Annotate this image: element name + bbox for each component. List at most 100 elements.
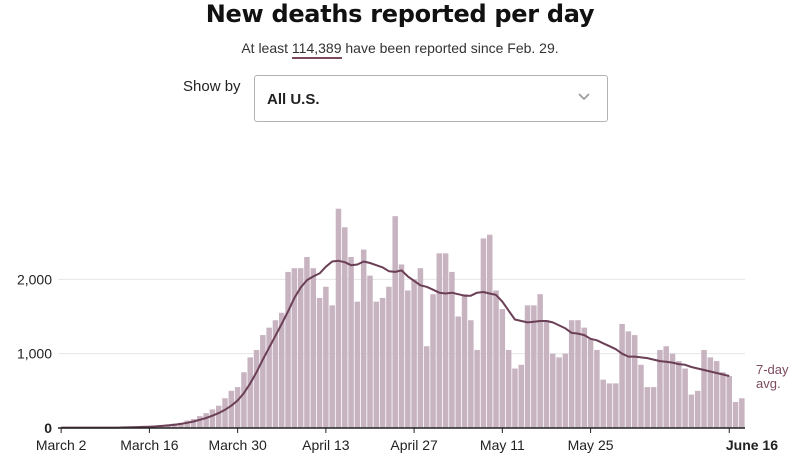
bar — [543, 320, 550, 428]
bar — [688, 394, 695, 428]
chart-axes: 0 1,000 2,000 March 2 March 16 March 30 April … — [17, 271, 778, 453]
x-tick-label: March 16 — [120, 437, 179, 453]
bar — [486, 234, 493, 428]
bar — [171, 423, 178, 428]
bar — [436, 253, 443, 428]
bar — [657, 349, 663, 428]
bar — [260, 335, 266, 428]
bar — [537, 294, 543, 428]
bar — [594, 349, 600, 428]
bar — [625, 331, 632, 428]
avg-label-line2: avg. — [756, 376, 781, 391]
bar — [474, 349, 480, 428]
avg-line — [61, 259, 730, 429]
bar — [184, 420, 190, 428]
bar — [316, 297, 323, 428]
bar — [348, 257, 354, 428]
bar — [241, 372, 247, 428]
bar — [638, 364, 644, 428]
bar — [342, 227, 348, 428]
subtitle-suffix: have been reported since Feb. 29. — [341, 40, 559, 56]
bar — [587, 338, 594, 428]
bar — [726, 375, 732, 428]
x-tick-label: May 25 — [568, 437, 614, 453]
region-select[interactable]: All U.S. — [254, 75, 608, 122]
bar — [701, 349, 707, 428]
bar — [178, 422, 184, 428]
bar — [253, 349, 260, 428]
bar — [669, 353, 676, 428]
bar — [411, 279, 417, 428]
bar — [713, 361, 720, 428]
bar — [285, 271, 291, 428]
bar — [682, 368, 688, 428]
bar — [203, 413, 209, 428]
bar — [430, 294, 436, 428]
x-tick-label: April 13 — [302, 437, 350, 453]
bar — [600, 379, 606, 428]
bar — [499, 309, 506, 428]
x-tick-label: March 30 — [208, 437, 267, 453]
bar — [631, 335, 638, 428]
bar — [228, 390, 235, 428]
bar — [247, 357, 253, 428]
x-tick-label: March 2 — [36, 437, 87, 453]
bar — [266, 327, 272, 428]
bar — [373, 301, 380, 428]
bar — [392, 216, 398, 428]
subtitle-prefix: At least — [241, 40, 292, 56]
show-by-label: Show by — [183, 78, 241, 95]
bar — [209, 409, 216, 428]
bar — [524, 305, 531, 428]
bar — [455, 316, 461, 428]
bar — [518, 364, 525, 428]
bar — [354, 301, 361, 428]
bar — [707, 357, 714, 428]
y-tick-label: 2,000 — [17, 271, 52, 287]
bar — [310, 268, 317, 428]
bar — [367, 275, 373, 428]
bar — [619, 323, 625, 428]
bar — [493, 290, 499, 428]
bar — [335, 208, 342, 428]
x-tick-label: April 27 — [390, 437, 438, 453]
chart-subtitle: At least 114,389 have been reported sinc… — [0, 40, 800, 59]
bar — [423, 346, 430, 428]
bar — [291, 268, 298, 428]
bar — [505, 349, 512, 428]
bar — [676, 361, 682, 428]
bar — [278, 312, 285, 428]
bar — [323, 286, 329, 428]
bar — [190, 419, 197, 428]
bar — [694, 390, 701, 428]
bar — [272, 320, 279, 428]
bar — [613, 383, 619, 428]
bar — [480, 238, 487, 428]
bar — [197, 416, 203, 428]
bar — [575, 320, 581, 428]
total-deaths-count: 114,389 — [291, 40, 342, 59]
avg-label-line1: 7-day — [756, 362, 789, 377]
x-tick-label: May 11 — [480, 437, 525, 453]
bar — [739, 398, 745, 428]
bar — [449, 271, 455, 428]
bar — [234, 387, 241, 428]
bar — [568, 320, 575, 428]
bar — [461, 294, 468, 428]
bar — [556, 357, 562, 428]
bar — [650, 387, 657, 428]
y-tick-label: 0 — [44, 420, 52, 436]
bar — [468, 320, 474, 428]
region-select-value: All U.S. — [267, 91, 320, 108]
bar — [531, 305, 537, 428]
chart-bars — [58, 208, 745, 428]
bar — [512, 368, 518, 428]
chevron-down-icon — [578, 93, 590, 101]
bar — [581, 327, 588, 428]
bar — [732, 401, 739, 428]
bar — [215, 405, 222, 428]
bar — [398, 264, 405, 428]
bar — [562, 353, 569, 428]
